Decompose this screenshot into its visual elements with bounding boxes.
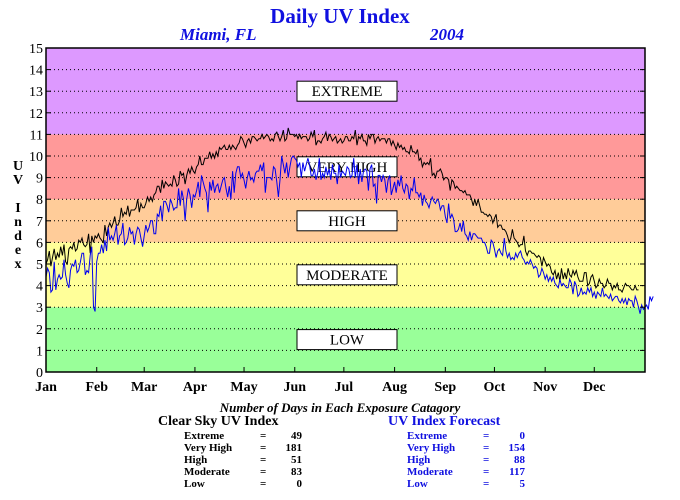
band-label-box bbox=[296, 329, 398, 351]
band-label-box bbox=[296, 80, 398, 102]
forecast-stat-row: Moderate = 117 bbox=[407, 466, 525, 478]
clear-sky-stat-row-value: 51 bbox=[291, 454, 302, 466]
forecast-stat-row: Very High = 154 bbox=[407, 442, 525, 454]
y-axis-label-letter: e bbox=[15, 243, 21, 258]
stats-heading: Number of Days in Each Exposure Catagory bbox=[219, 400, 461, 415]
clear-sky-stat-row-label: Low bbox=[184, 478, 205, 490]
y-tick-label: 4 bbox=[36, 280, 43, 295]
x-tick-label: Feb bbox=[85, 380, 108, 395]
y-tick-label: 10 bbox=[29, 150, 43, 165]
y-tick-label: 1 bbox=[36, 344, 43, 359]
forecast-stat-row-value: 154 bbox=[508, 442, 526, 454]
clear-sky-stat-row: Moderate = 83 bbox=[184, 466, 302, 478]
x-tick-label: Mar bbox=[131, 380, 157, 395]
clear-sky-stat-row-equals: = bbox=[260, 466, 267, 478]
clear-sky-stat-row-label: High bbox=[184, 454, 208, 466]
forecast-stat-row-equals: = bbox=[483, 442, 490, 454]
band-label: MODERATE bbox=[306, 268, 388, 284]
subtitle-year: 2004 bbox=[430, 25, 464, 44]
y-tick-label: 13 bbox=[29, 85, 43, 100]
forecast-stat-row: Low = 5 bbox=[407, 478, 525, 490]
y-axis-label-letter: U bbox=[13, 159, 23, 174]
x-tick-label: Jun bbox=[283, 380, 306, 395]
x-tick-label: Apr bbox=[183, 380, 207, 395]
clear_sky-line bbox=[45, 127, 639, 294]
forecast-stat-row-value: 5 bbox=[519, 478, 526, 490]
clear-sky-stat-row-label: Extreme bbox=[184, 430, 225, 442]
band-label: EXTREME bbox=[312, 84, 383, 100]
forecast-stat-row-equals: = bbox=[483, 466, 490, 478]
y-axis-label-letter: I bbox=[15, 201, 20, 216]
band-label: LOW bbox=[330, 333, 365, 349]
forecast-stat-row-label: High bbox=[407, 454, 431, 466]
forecast-stat-row: High = 88 bbox=[407, 454, 525, 466]
x-tick-label: Jan bbox=[35, 380, 57, 395]
y-axis-label-letter: x bbox=[15, 257, 22, 272]
clear-sky-stat-row-label: Very High bbox=[184, 442, 233, 454]
forecast-stat-row-equals: = bbox=[483, 454, 490, 466]
forecast-stat-row-label: Moderate bbox=[407, 466, 453, 478]
x-tick-label: Aug bbox=[382, 380, 407, 395]
y-tick-label: 6 bbox=[36, 236, 43, 251]
clear-sky-stat-row-equals: = bbox=[260, 430, 267, 442]
y-tick-label: 11 bbox=[30, 128, 43, 143]
y-tick-label: 3 bbox=[36, 301, 43, 316]
forecast-stat-row-equals: = bbox=[483, 430, 490, 442]
y-tick-label: 12 bbox=[29, 107, 43, 122]
y-axis-label-letter: V bbox=[13, 173, 23, 188]
y-tick-label: 0 bbox=[36, 366, 43, 381]
clear-sky-stat-row-equals: = bbox=[260, 478, 267, 490]
subtitle-location: Miami, FL bbox=[180, 25, 257, 44]
clear-sky-stat-row-value: 49 bbox=[291, 430, 302, 442]
forecast-stat-row-value: 117 bbox=[509, 466, 525, 478]
y-tick-label: 2 bbox=[36, 323, 43, 338]
forecast-stat-row: Extreme = 0 bbox=[407, 430, 525, 442]
clear-sky-stat-row: Low = 0 bbox=[184, 478, 302, 490]
forecast-stat-row-equals: = bbox=[483, 478, 490, 490]
plot-frame bbox=[45, 47, 646, 373]
y-tick-label: 8 bbox=[36, 193, 43, 208]
x-tick-label: Dec bbox=[583, 380, 606, 395]
forecast-stat-row-value: 0 bbox=[519, 430, 526, 442]
clear-sky-stats-title: Clear Sky UV Index bbox=[158, 414, 279, 429]
clear-sky-stat-row-equals: = bbox=[260, 442, 267, 454]
clear-sky-stat-row-value: 181 bbox=[285, 442, 303, 454]
clear-sky-stat-row-label: Moderate bbox=[184, 466, 230, 478]
x-tick-label: May bbox=[230, 380, 257, 395]
forecast-stats-title: UV Index Forecast bbox=[388, 414, 501, 429]
forecast-stat-row-label: Very High bbox=[407, 442, 456, 454]
clear-sky-stat-row-equals: = bbox=[260, 454, 267, 466]
forecast-stat-row-label: Low bbox=[407, 478, 428, 490]
clear-sky-stat-row: High = 51 bbox=[184, 454, 302, 466]
chart-title: Daily UV Index bbox=[270, 4, 410, 28]
band-label: HIGH bbox=[328, 214, 366, 230]
band-label-box bbox=[296, 264, 398, 286]
series-lines bbox=[45, 127, 654, 314]
clear-sky-stat-row: Extreme = 49 bbox=[184, 430, 302, 442]
x-tick-label: Nov bbox=[533, 380, 557, 395]
y-axis-label-letter: d bbox=[14, 229, 22, 244]
band-label-box bbox=[296, 210, 398, 232]
forecast-stat-row-label: Extreme bbox=[407, 430, 448, 442]
clear-sky-stat-row: Very High = 181 bbox=[184, 442, 302, 454]
y-tick-label: 7 bbox=[36, 215, 43, 230]
forecast-stat-row-value: 88 bbox=[514, 454, 525, 466]
x-tick-label: Jul bbox=[335, 380, 354, 395]
clear-sky-stat-row-value: 83 bbox=[291, 466, 302, 478]
x-tick-label: Oct bbox=[484, 380, 506, 395]
y-tick-label: 14 bbox=[29, 64, 43, 79]
y-tick-label: 9 bbox=[36, 172, 43, 187]
clear-sky-stat-row-value: 0 bbox=[296, 478, 303, 490]
x-tick-label: Sep bbox=[434, 380, 456, 395]
y-tick-label: 15 bbox=[29, 42, 43, 57]
forecast-line bbox=[45, 155, 654, 314]
y-axis-label-letter: n bbox=[14, 215, 22, 230]
y-tick-label: 5 bbox=[36, 258, 43, 273]
